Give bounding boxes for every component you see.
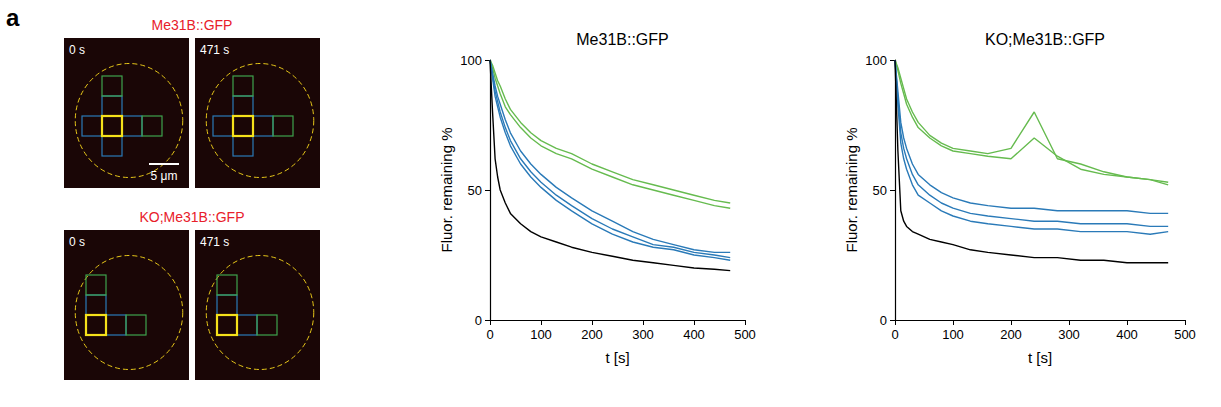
svg-text:200: 200 <box>1000 327 1022 342</box>
svg-text:KO;Me31B::GFP: KO;Me31B::GFP <box>985 31 1105 48</box>
svg-text:0: 0 <box>880 313 887 328</box>
svg-text:200: 200 <box>581 327 603 342</box>
svg-text:0: 0 <box>475 313 482 328</box>
svg-text:Fluor. remaining %: Fluor. remaining % <box>843 127 860 252</box>
svg-text:0 s: 0 s <box>69 43 85 57</box>
svg-text:t [s]: t [s] <box>1028 349 1052 366</box>
svg-text:500: 500 <box>734 327 756 342</box>
svg-text:471 s: 471 s <box>200 43 229 57</box>
svg-text:100: 100 <box>460 53 482 68</box>
svg-text:300: 300 <box>632 327 654 342</box>
svg-text:5 μm: 5 μm <box>151 169 178 183</box>
svg-text:Me31B::GFP: Me31B::GFP <box>152 17 233 33</box>
svg-text:500: 500 <box>1174 327 1196 342</box>
svg-text:0: 0 <box>486 327 493 342</box>
svg-text:0: 0 <box>891 327 898 342</box>
svg-text:471 s: 471 s <box>200 235 229 249</box>
svg-text:0 s: 0 s <box>69 235 85 249</box>
svg-text:100: 100 <box>530 327 552 342</box>
svg-text:400: 400 <box>1116 327 1138 342</box>
svg-text:50: 50 <box>468 183 482 198</box>
svg-text:Fluor. remaining %: Fluor. remaining % <box>438 127 455 252</box>
svg-text:100: 100 <box>865 53 887 68</box>
svg-text:KO;Me31B::GFP: KO;Me31B::GFP <box>139 209 244 225</box>
svg-text:100: 100 <box>942 327 964 342</box>
svg-text:50: 50 <box>873 183 887 198</box>
svg-text:t [s]: t [s] <box>605 349 629 366</box>
svg-text:a: a <box>6 4 20 31</box>
svg-text:Me31B::GFP: Me31B::GFP <box>576 31 668 48</box>
svg-text:400: 400 <box>683 327 705 342</box>
svg-text:300: 300 <box>1058 327 1080 342</box>
